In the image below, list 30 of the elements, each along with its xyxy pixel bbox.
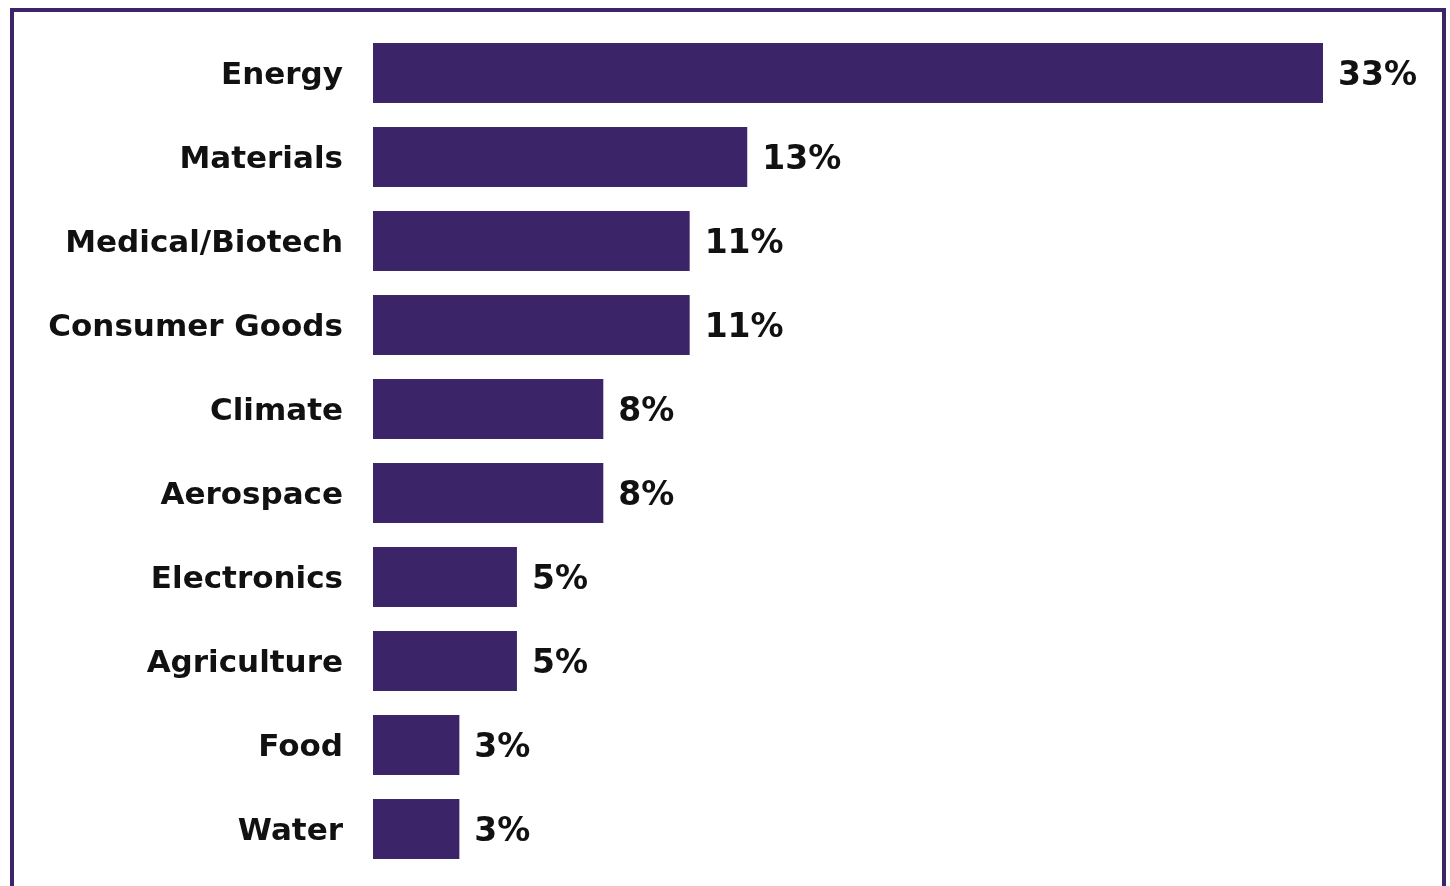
y-tick-label: Consumer Goods (48, 306, 343, 343)
bar (373, 295, 690, 355)
y-tick-label: Energy (221, 54, 343, 91)
y-tick-label: Medical/Biotech (65, 222, 343, 259)
y-tick-label: Materials (179, 138, 343, 175)
bar (373, 547, 517, 607)
y-tick-label: Electronics (150, 558, 343, 595)
y-tick-label: Climate (209, 390, 343, 427)
y-tick-label: Water (237, 810, 344, 847)
data-label: 3% (474, 809, 531, 849)
bar (373, 715, 460, 775)
bar (373, 43, 1323, 103)
bar (373, 463, 604, 523)
y-tick-label: Agriculture (146, 642, 343, 679)
bar (373, 379, 604, 439)
data-label: 33% (1338, 53, 1417, 93)
y-tick-label: Food (258, 726, 343, 763)
data-label: 13% (762, 137, 842, 177)
data-label: 11% (704, 305, 784, 345)
bar (373, 211, 690, 271)
bar (373, 127, 748, 187)
y-tick-label: Aerospace (160, 474, 343, 511)
data-label: 8% (618, 389, 675, 429)
bar (373, 799, 460, 859)
data-label: 5% (531, 641, 588, 681)
data-label: 5% (531, 557, 588, 597)
data-label: 8% (618, 473, 675, 513)
data-label: 3% (474, 725, 531, 765)
bar (373, 631, 517, 691)
data-label: 11% (704, 221, 784, 261)
